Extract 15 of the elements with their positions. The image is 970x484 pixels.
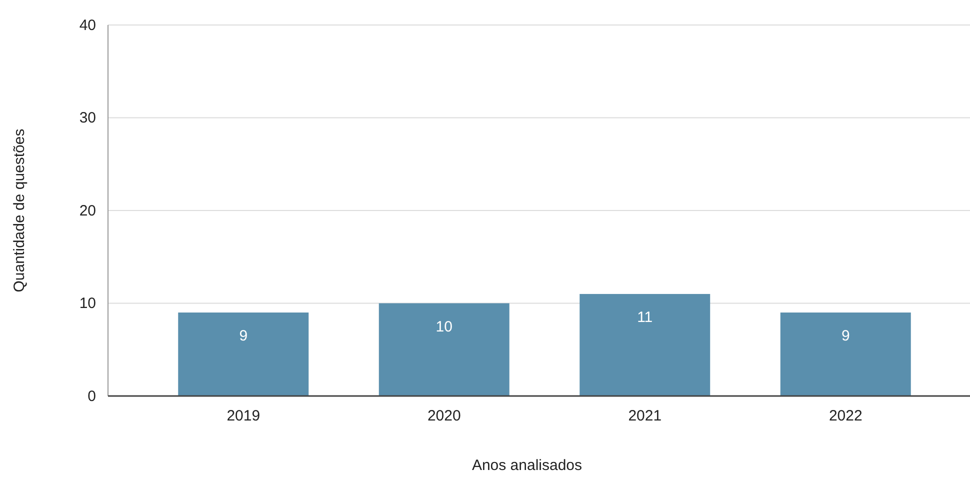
x-tick-label: 2020	[427, 408, 461, 425]
x-tick-label: 2022	[828, 408, 862, 425]
x-axis-title: Anos analisados	[472, 457, 582, 474]
data-label: 11	[637, 308, 653, 326]
y-axis-title: Quantidade de questões	[11, 128, 28, 292]
data-label: 9	[841, 328, 850, 345]
x-tick-label: 2021	[628, 408, 662, 425]
data-label: 9	[239, 328, 248, 345]
y-tick-label: 20	[79, 202, 96, 220]
data-label: 10	[436, 318, 452, 336]
x-tick-label: 2019	[226, 408, 260, 425]
y-tick-label: 40	[79, 16, 96, 34]
y-tick-label: 30	[79, 110, 96, 127]
y-tick-label: 10	[79, 295, 96, 312]
y-tick-label: 0	[88, 388, 96, 405]
